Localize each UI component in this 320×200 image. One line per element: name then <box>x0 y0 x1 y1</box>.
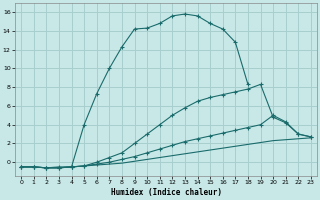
X-axis label: Humidex (Indice chaleur): Humidex (Indice chaleur) <box>110 188 221 197</box>
